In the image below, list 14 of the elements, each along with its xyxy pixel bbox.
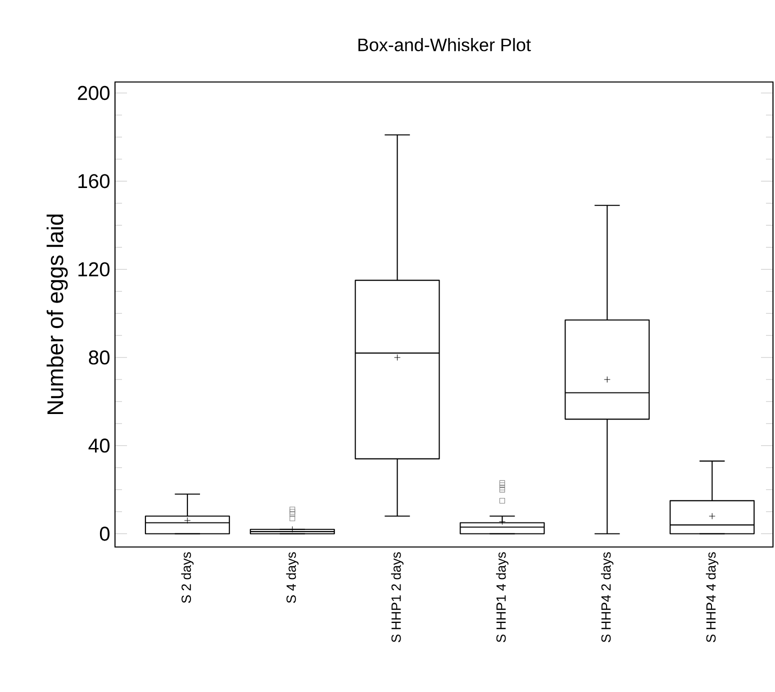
y-tick-label: 200 bbox=[78, 86, 110, 100]
y-tick-label: 120 bbox=[78, 262, 110, 276]
x-tick-label: S HHP4 2 days bbox=[600, 552, 614, 642]
x-tick-label: S HHP1 4 days bbox=[496, 552, 508, 642]
y-tick-label: 0 bbox=[100, 526, 110, 541]
x-tick-label: S 4 days bbox=[286, 552, 299, 603]
x-tick-label: S 2 days bbox=[181, 552, 194, 603]
chart-title: Box-and-Whisker Plot bbox=[358, 38, 531, 52]
x-tick-label: S HHP4 4 days bbox=[706, 552, 718, 642]
y-tick-label: 40 bbox=[88, 438, 110, 453]
y-axis-title: Number of eggs laid bbox=[46, 214, 68, 414]
y-tick-label: 160 bbox=[78, 174, 110, 188]
x-tick-label: S HHP1 2 days bbox=[391, 552, 404, 642]
y-tick-label: 80 bbox=[88, 350, 110, 365]
